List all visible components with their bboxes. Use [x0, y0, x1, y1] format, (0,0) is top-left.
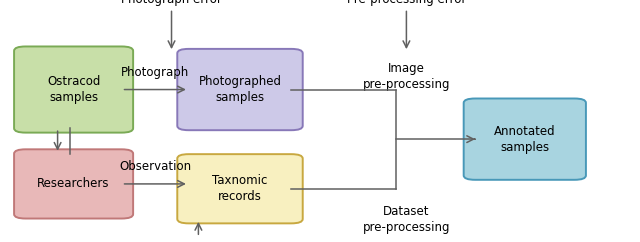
FancyBboxPatch shape [463, 98, 586, 180]
Text: Image
pre-processing: Image pre-processing [363, 62, 450, 91]
Text: Annotated
samples: Annotated samples [494, 125, 556, 154]
Text: Dataset
pre-processing: Dataset pre-processing [363, 204, 450, 234]
Text: Taxnomic
records: Taxnomic records [212, 174, 268, 203]
Text: Observation: Observation [119, 160, 191, 173]
FancyBboxPatch shape [177, 154, 303, 223]
Text: Researchers: Researchers [37, 177, 110, 190]
FancyBboxPatch shape [177, 49, 303, 130]
Text: Photographed
samples: Photographed samples [198, 75, 282, 104]
Text: Pre-processing error: Pre-processing error [347, 0, 466, 6]
Text: Photograph error: Photograph error [121, 0, 222, 6]
FancyBboxPatch shape [14, 46, 133, 133]
FancyBboxPatch shape [14, 149, 133, 219]
Text: Ostracod
samples: Ostracod samples [47, 75, 100, 104]
Text: Photograph: Photograph [121, 66, 189, 79]
